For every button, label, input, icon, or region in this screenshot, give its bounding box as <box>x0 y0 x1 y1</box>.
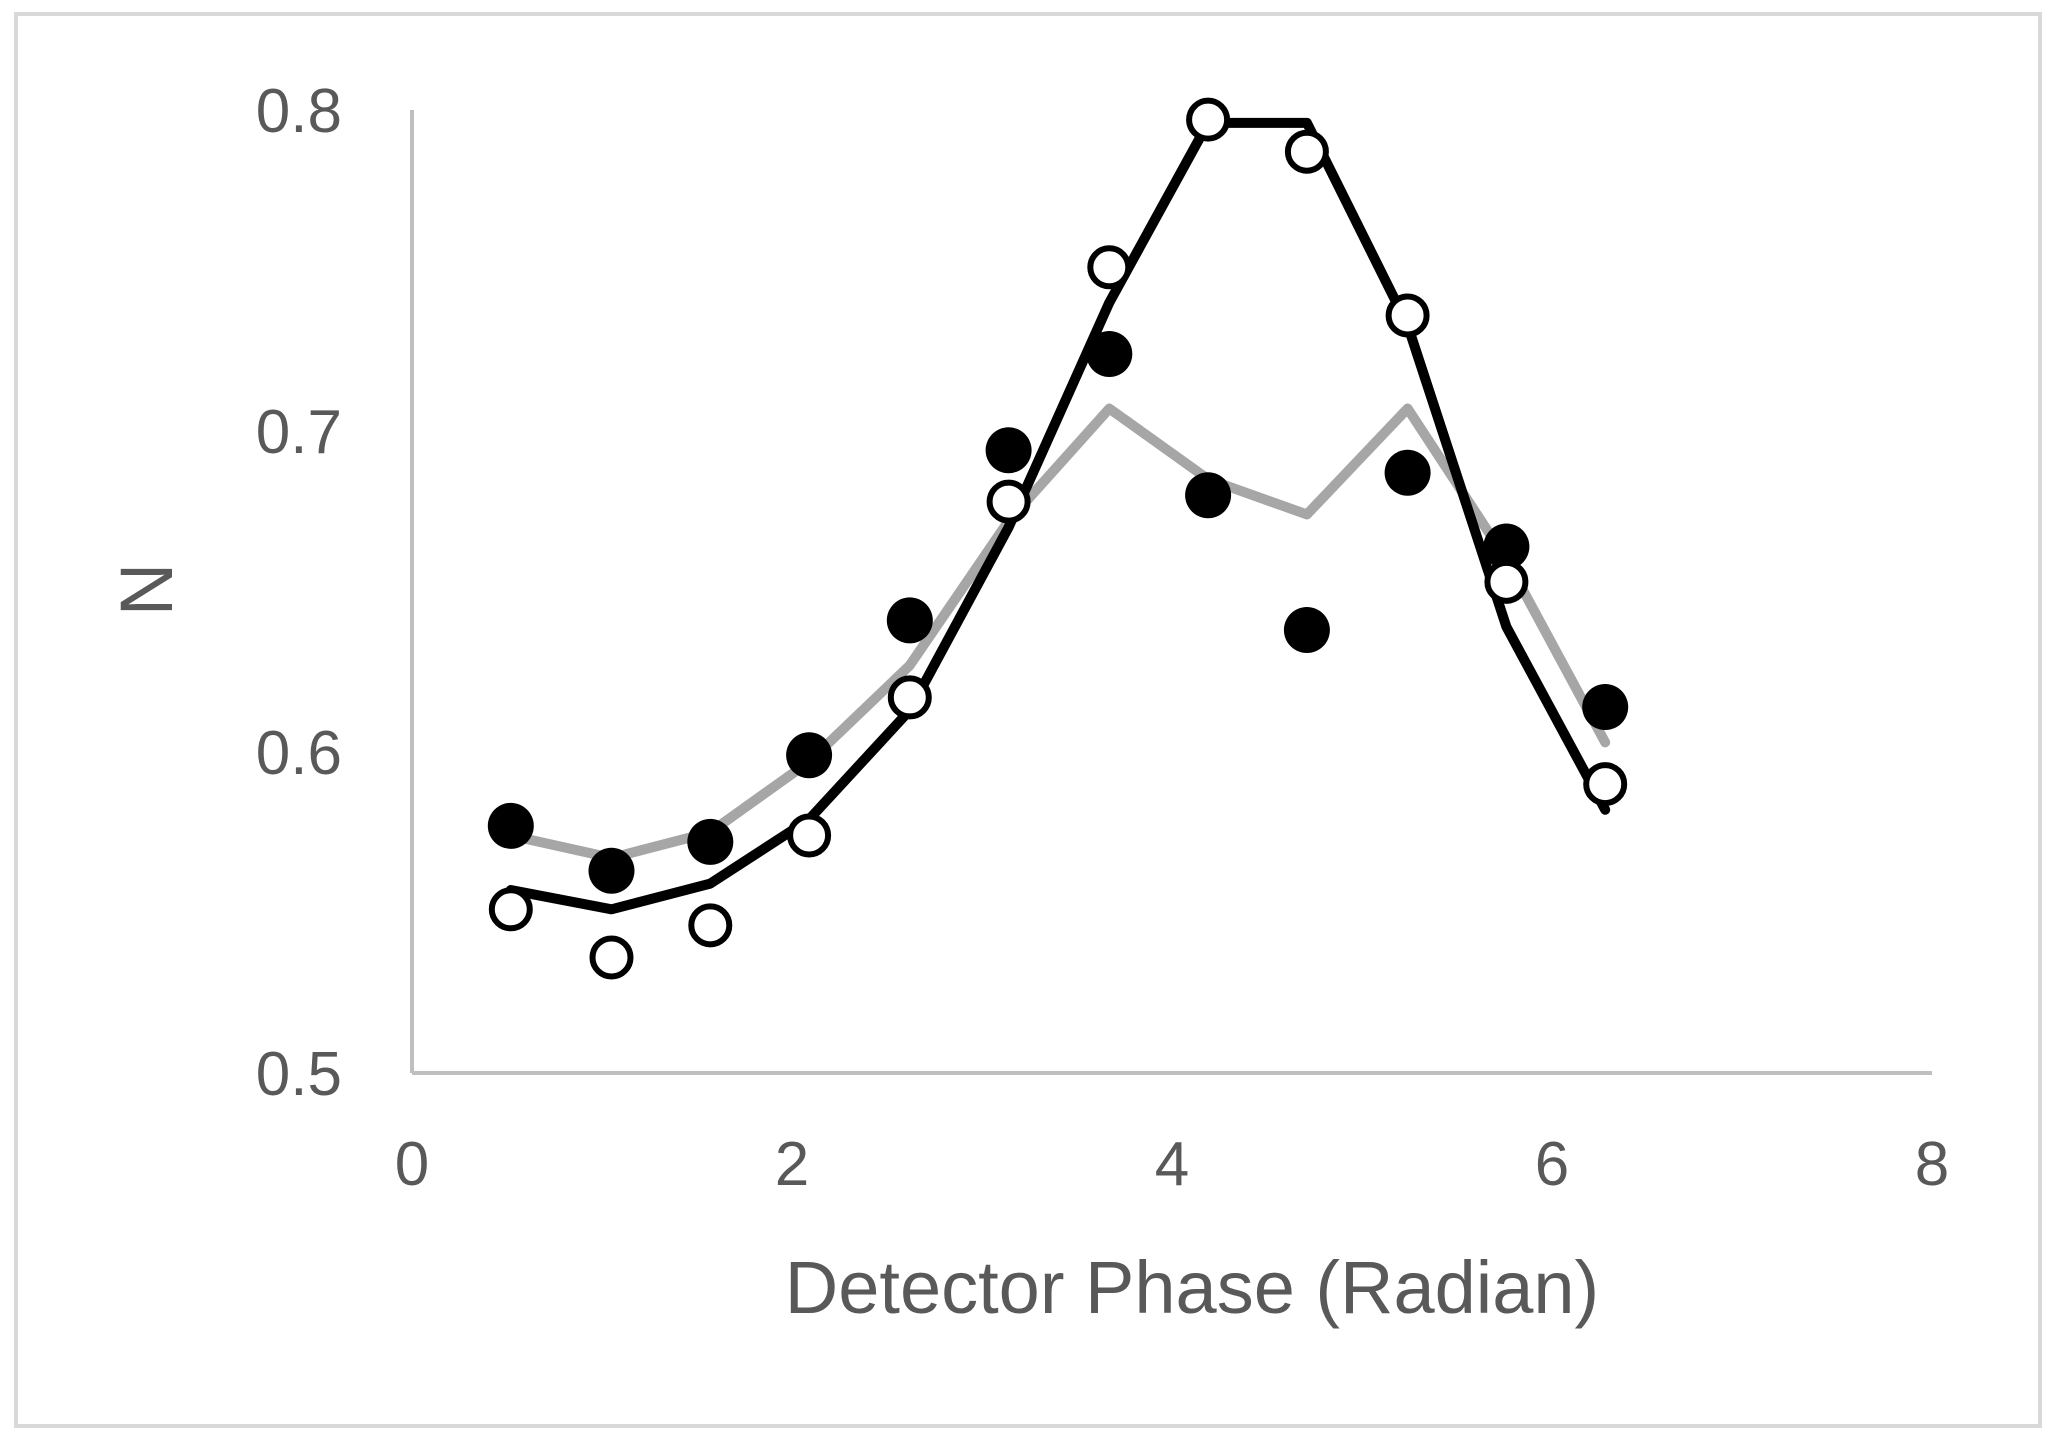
filled-data-point <box>588 847 635 894</box>
y-tick-label: 0.5 <box>256 1040 342 1109</box>
y-tick-label: 0.7 <box>256 398 342 467</box>
filled-data-point <box>1185 472 1232 519</box>
x-tick-label: 0 <box>395 1130 429 1199</box>
filled-data-point <box>1384 449 1431 496</box>
x-tick-label: 8 <box>1915 1130 1949 1199</box>
y-tick-labels: 0.5 0.6 0.7 0.8 <box>256 77 342 1109</box>
x-axis-title: Detector Phase (Radian) <box>785 1246 1599 1329</box>
open-data-point <box>488 887 533 932</box>
filled-data-point <box>786 732 833 779</box>
x-tick-label: 6 <box>1535 1130 1569 1199</box>
open-data-point <box>1284 129 1329 174</box>
x-tick-label: 4 <box>1155 1130 1189 1199</box>
open-data-point <box>1087 245 1132 290</box>
open-data-point <box>986 479 1031 524</box>
open-data-point <box>887 675 932 720</box>
filled-data-point <box>1582 684 1629 731</box>
open-data-point <box>1583 762 1628 807</box>
y-tick-label: 0.8 <box>256 77 342 146</box>
filled-data-point <box>687 818 734 865</box>
series-markers <box>487 97 1629 980</box>
filled-data-point <box>487 802 534 849</box>
filled-data-point <box>1283 607 1330 654</box>
y-tick-label: 0.6 <box>256 719 342 788</box>
y-axis-title: N <box>105 563 188 616</box>
open-data-point <box>1484 559 1529 604</box>
open-data-point <box>1385 293 1430 338</box>
x-tick-labels: 0 2 4 6 8 <box>395 1130 1949 1199</box>
filled-data-point <box>886 597 933 644</box>
gray-fit-line <box>505 403 1611 863</box>
open-data-point <box>589 935 634 980</box>
axes <box>410 110 1932 1075</box>
filled-data-point <box>1483 523 1530 570</box>
filled-data-point <box>1086 330 1133 377</box>
filled-data-point <box>985 427 1032 474</box>
open-data-point <box>688 903 733 948</box>
chart-frame <box>14 12 2042 1428</box>
x-tick-label: 2 <box>775 1130 809 1199</box>
black-fit-line <box>505 117 1611 915</box>
series-lines <box>505 117 1611 915</box>
open-data-point <box>1186 97 1231 142</box>
open-data-point <box>787 813 832 858</box>
